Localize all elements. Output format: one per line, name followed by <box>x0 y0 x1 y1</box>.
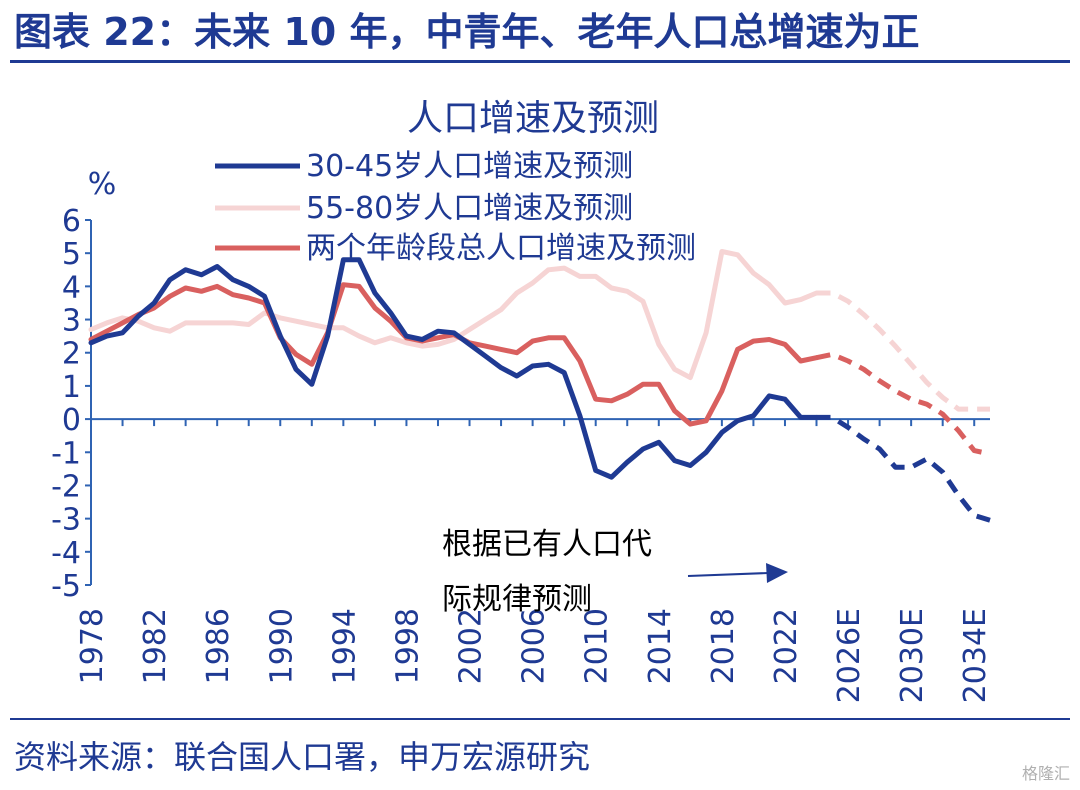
y-tick-label: 3 <box>62 304 81 339</box>
population-growth-chart: 人口增速及预测 % 30-45岁人口增速及预测 55-80岁人口增速及预测 两个… <box>51 98 993 703</box>
footer-divider <box>10 718 1070 720</box>
annotation-line-2: 际规律预测 <box>442 582 592 617</box>
x-tick-label: 1982 <box>138 608 173 684</box>
page-title: 图表 22：未来 10 年，中青年、老年人口总增速为正 <box>14 10 920 54</box>
x-tick-label: 1990 <box>264 608 299 684</box>
x-tick-label: 1986 <box>201 608 236 684</box>
y-tick-label: -2 <box>51 469 81 504</box>
y-axis-unit: % <box>88 167 117 202</box>
y-tick-label: -4 <box>51 536 81 571</box>
x-tick-label: 2022 <box>769 608 804 684</box>
x-tick-label: 2014 <box>643 608 678 684</box>
chart-title: 人口增速及预测 <box>407 98 659 139</box>
watermark: 格隆汇 <box>1021 764 1070 783</box>
x-tick-label: 2010 <box>580 608 615 684</box>
x-tick-label: 1978 <box>75 608 110 684</box>
x-tick-label: 2034E <box>958 608 993 703</box>
x-tick-label: 1994 <box>327 608 362 684</box>
series-layer <box>88 249 991 523</box>
legend-label-series-1: 30-45岁人口增速及预测 <box>306 149 633 184</box>
x-tick-label: 2006 <box>517 608 552 684</box>
series-forecast-line-3 <box>815 351 991 457</box>
series-forecast-line-1 <box>816 414 991 523</box>
x-tick-label: 2002 <box>454 608 489 684</box>
x-tick-label: 2026E <box>832 608 867 703</box>
y-tick-label: -1 <box>51 436 81 471</box>
y-tick-label: 5 <box>62 237 81 272</box>
x-tick-label: 2018 <box>706 608 741 684</box>
y-tick-label: 4 <box>62 270 81 305</box>
y-tick-label: 1 <box>62 370 81 405</box>
series-line-3 <box>88 282 819 427</box>
legend: 30-45岁人口增速及预测 55-80岁人口增速及预测 两个年龄段总人口增速及预… <box>215 149 696 266</box>
annotation-line-1: 根据已有人口代 <box>442 527 652 562</box>
y-tick-label: -5 <box>51 569 81 604</box>
y-tick-label: 2 <box>62 337 81 372</box>
annotation-arrow-shaft <box>687 572 769 577</box>
y-tick-label: -3 <box>51 503 81 538</box>
y-tick-label: 6 <box>62 204 81 239</box>
series-line-2 <box>88 249 819 381</box>
series-forecast-line-2 <box>816 290 990 412</box>
annotation: 根据已有人口代 际规律预测 <box>442 527 788 617</box>
source-note: 资料来源：联合国人口署，申万宏源研究 <box>14 738 591 776</box>
legend-label-series-3: 两个年龄段总人口增速及预测 <box>306 231 696 266</box>
legend-label-series-2: 55-80岁人口增速及预测 <box>306 191 633 226</box>
y-tick-label: 0 <box>62 403 81 438</box>
annotation-arrow-head <box>766 563 788 583</box>
chart-container: 人口增速及预测 % 30-45岁人口增速及预测 55-80岁人口增速及预测 两个… <box>0 64 1080 716</box>
header-divider <box>10 60 1070 63</box>
x-tick-label: 1998 <box>390 608 425 684</box>
series-line-1 <box>88 257 819 480</box>
x-tick-label: 2030E <box>895 608 930 703</box>
